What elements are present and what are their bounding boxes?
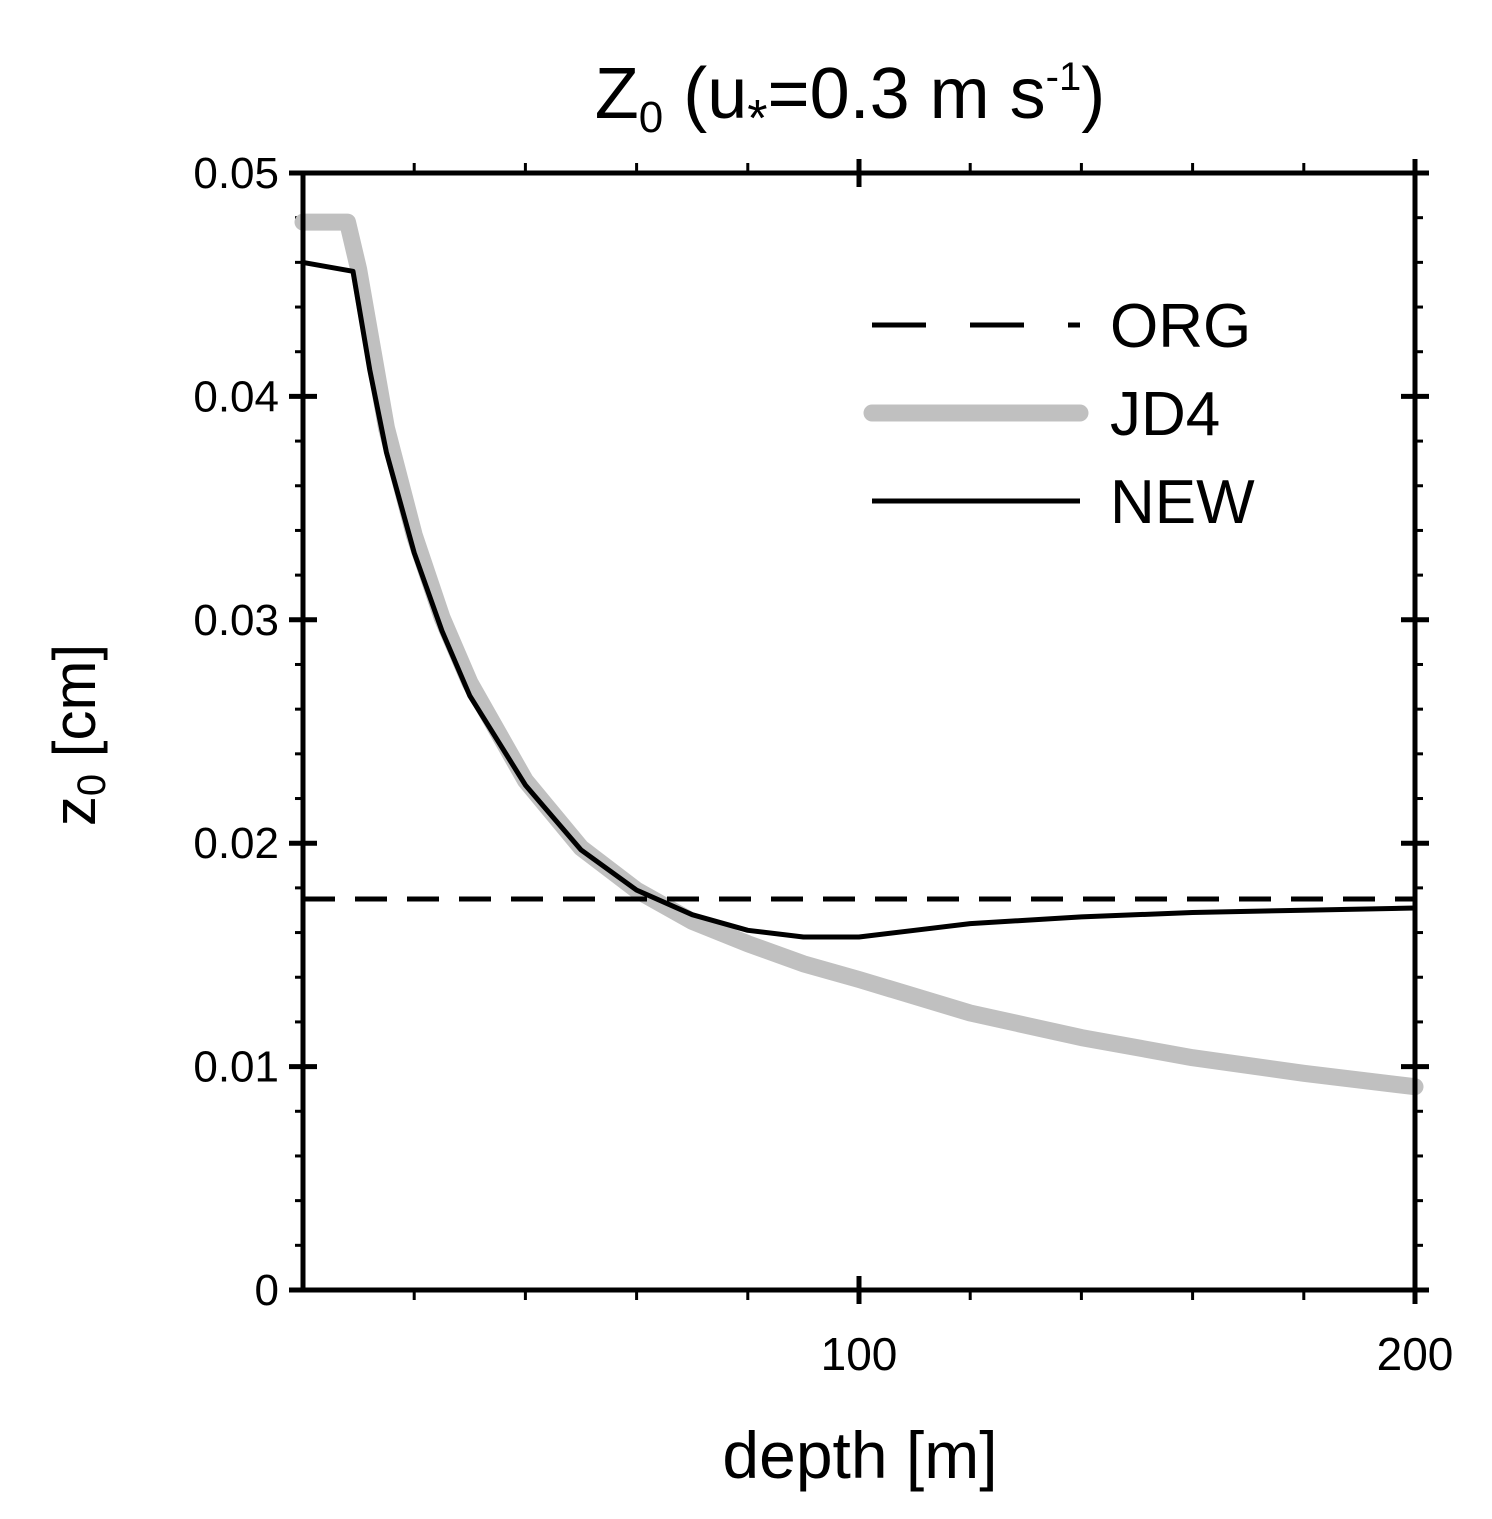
y-axis-label: z0 [cm] bbox=[41, 644, 114, 826]
plot-lines bbox=[294, 213, 1424, 1096]
plot-frame bbox=[300, 170, 1418, 1293]
x-tick-label: 200 bbox=[1377, 1328, 1454, 1380]
y-tick-label: 0 bbox=[255, 1266, 279, 1315]
y-tick-label: 0.05 bbox=[193, 149, 279, 198]
legend-label-jd4: JD4 bbox=[1110, 380, 1220, 449]
tick-labels: 0 0.01 0.02 0.03 0.04 0.05 100 200 bbox=[193, 149, 1453, 1380]
y-tick-label: 0.01 bbox=[193, 1043, 279, 1092]
legend-label-org: ORG bbox=[1110, 292, 1251, 361]
legend-label-new: NEW bbox=[1110, 468, 1255, 537]
x-axis-label: depth [m] bbox=[722, 1418, 997, 1492]
x-tick-label: 100 bbox=[821, 1328, 898, 1380]
y-tick-label: 0.04 bbox=[193, 372, 279, 421]
chart-title: Z0 (u*=0.3 m s-1) bbox=[595, 54, 1105, 148]
series-line-new bbox=[302, 259, 1416, 940]
y-tick-label: 0.03 bbox=[193, 596, 279, 645]
y-tick-label: 0.02 bbox=[193, 819, 279, 868]
axis-ticks bbox=[289, 159, 1429, 1304]
legend: ORG JD4 NEW bbox=[863, 292, 1255, 537]
